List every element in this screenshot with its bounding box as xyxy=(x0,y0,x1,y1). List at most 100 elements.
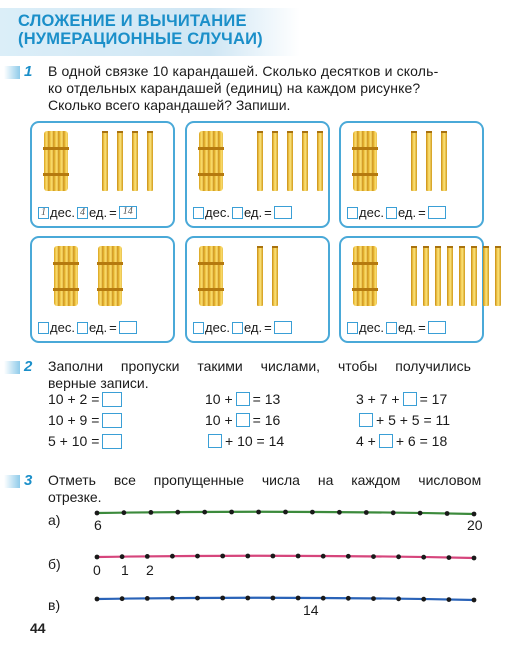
units-input-box[interactable] xyxy=(231,206,243,219)
answer-box[interactable] xyxy=(235,392,250,406)
pencil-bundle xyxy=(43,131,69,191)
task-1-line: ко отдельных карандашей (единиц) на кажд… xyxy=(48,80,421,96)
number-line-point[interactable] xyxy=(270,553,276,559)
number-line-point[interactable] xyxy=(170,595,175,601)
answer-box[interactable] xyxy=(102,391,123,407)
number-line-point[interactable] xyxy=(256,509,261,515)
task-3-line: Отметь все пропущенные числа на каждом ч… xyxy=(48,472,482,488)
segment-a-label: а) xyxy=(48,512,61,528)
number-line-point[interactable] xyxy=(94,554,100,560)
number-line-point[interactable] xyxy=(390,510,396,516)
tens-input-box[interactable] xyxy=(347,321,358,334)
pencil xyxy=(495,246,501,306)
number-line-point[interactable] xyxy=(471,555,477,561)
pencil xyxy=(102,131,108,191)
number-line-point[interactable] xyxy=(175,509,181,515)
answer-box[interactable] xyxy=(402,392,417,406)
total-input-box[interactable] xyxy=(273,321,292,334)
answer-row: дес. ед. = xyxy=(347,320,447,335)
units-input-box[interactable] xyxy=(385,206,397,219)
number-line xyxy=(96,510,475,516)
total-input-box[interactable]: 14 xyxy=(118,206,137,219)
number-line-point[interactable] xyxy=(295,595,301,601)
number-line-point[interactable] xyxy=(144,554,150,559)
answer-box[interactable] xyxy=(359,413,373,427)
number-line-point[interactable] xyxy=(195,595,200,601)
number-line-point[interactable] xyxy=(446,597,452,602)
number-line-point[interactable] xyxy=(170,553,175,559)
tens-input-box[interactable] xyxy=(347,206,358,219)
segment-b-number: 2 xyxy=(146,562,154,578)
number-line-point[interactable] xyxy=(421,596,427,602)
answer-box[interactable] xyxy=(235,413,250,427)
number-line-point[interactable] xyxy=(229,509,235,515)
number-line-point[interactable] xyxy=(421,554,427,560)
task-3-number: 3 xyxy=(24,472,33,489)
number-line-point[interactable] xyxy=(396,596,401,602)
pencil xyxy=(317,131,323,191)
number-line-point[interactable] xyxy=(195,553,200,559)
equation-text: + 5 + 5 = 11 xyxy=(376,412,451,428)
equation-text: = 17 xyxy=(419,391,448,407)
number-line-point[interactable] xyxy=(345,553,351,559)
number-line-point[interactable] xyxy=(471,597,477,603)
task-2-line: верные записи. xyxy=(48,375,149,391)
number-line-point[interactable] xyxy=(270,595,276,601)
tens-input-box[interactable] xyxy=(38,321,49,334)
pencil-card: дес. ед. = xyxy=(30,236,175,343)
answer-box[interactable] xyxy=(102,412,123,428)
pencil xyxy=(272,131,278,191)
equation-text: = 13 xyxy=(252,391,281,407)
total-input-box[interactable] xyxy=(273,206,292,219)
pencil-bundle xyxy=(198,246,224,306)
total-input-box[interactable] xyxy=(427,206,446,219)
units-input-box[interactable] xyxy=(385,321,397,334)
tens-label: дес. xyxy=(205,320,230,335)
total-input-box[interactable] xyxy=(118,321,137,334)
number-line-point[interactable] xyxy=(310,509,315,515)
units-input-box[interactable] xyxy=(231,321,243,334)
number-line-point[interactable] xyxy=(345,595,351,601)
number-line-point[interactable] xyxy=(471,511,477,517)
number-line-point[interactable] xyxy=(220,595,226,601)
number-line-point[interactable] xyxy=(202,509,208,515)
number-line-point[interactable] xyxy=(371,596,376,601)
number-line-point[interactable] xyxy=(444,511,450,516)
answer-box[interactable] xyxy=(102,433,123,449)
units-input-box[interactable] xyxy=(76,321,88,334)
number-line-point[interactable] xyxy=(245,595,251,601)
number-line-point[interactable] xyxy=(295,553,301,559)
number-line-point[interactable] xyxy=(363,510,369,515)
number-line-point[interactable] xyxy=(371,554,376,559)
tens-input-box[interactable] xyxy=(193,206,204,219)
pencil xyxy=(447,246,453,306)
number-line-point[interactable] xyxy=(417,510,423,516)
number-line-point[interactable] xyxy=(220,553,226,559)
number-line-point[interactable] xyxy=(283,509,288,515)
number-line-point[interactable] xyxy=(119,554,125,560)
number-line-point[interactable] xyxy=(121,510,127,516)
answer-box[interactable] xyxy=(378,434,393,448)
number-line-point[interactable] xyxy=(148,510,154,515)
tens-label: дес. xyxy=(50,205,75,220)
units-input-box[interactable]: 4 xyxy=(76,206,88,219)
equation-text: 4 + xyxy=(356,433,376,449)
number-line xyxy=(96,596,475,602)
equation-text: 10 + xyxy=(205,412,233,428)
task-1-line: Сколько всего карандашей? Запиши. xyxy=(48,97,291,113)
equals-sign: = xyxy=(418,205,426,220)
total-input-box[interactable] xyxy=(427,321,446,334)
number-line-point[interactable] xyxy=(245,553,251,559)
number-line-point[interactable] xyxy=(396,554,401,560)
number-line-point[interactable] xyxy=(144,596,150,601)
tens-input-box[interactable] xyxy=(193,321,204,334)
number-line-point[interactable] xyxy=(446,555,452,560)
answer-box[interactable] xyxy=(208,434,222,448)
number-line-point[interactable] xyxy=(320,595,326,601)
number-line-point[interactable] xyxy=(337,509,342,515)
number-line-point[interactable] xyxy=(94,596,100,602)
number-line-point[interactable] xyxy=(320,553,326,559)
tens-input-box[interactable]: 1 xyxy=(38,206,49,219)
number-line-point[interactable] xyxy=(119,596,125,602)
number-line-point[interactable] xyxy=(94,510,100,516)
